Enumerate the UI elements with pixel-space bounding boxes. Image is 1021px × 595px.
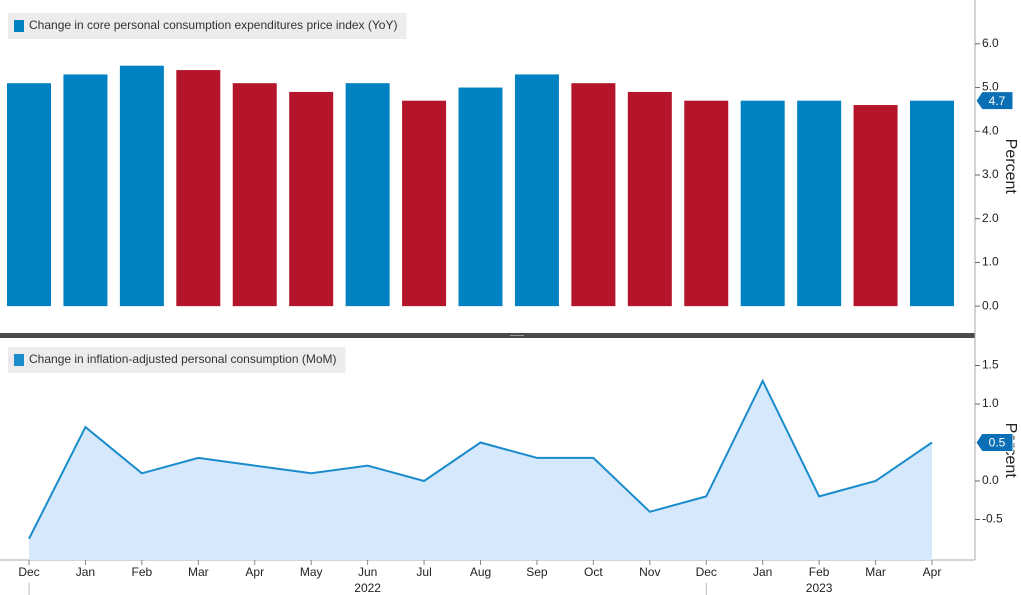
y-tick-label: 0.0 xyxy=(982,473,999,487)
x-tick-label: Jan xyxy=(753,565,772,579)
x-tick-label: Aug xyxy=(470,565,491,579)
x-tick-label: Oct xyxy=(584,565,603,579)
y-tick-label: 1.0 xyxy=(982,255,999,269)
bar xyxy=(514,74,559,307)
area xyxy=(29,380,932,560)
x-tick-label: Dec xyxy=(696,565,717,579)
bar xyxy=(232,83,277,307)
x-tick-label: Jun xyxy=(358,565,377,579)
y-tick-label: 6.0 xyxy=(982,36,999,50)
bar xyxy=(402,100,447,307)
legend-swatch xyxy=(14,20,24,32)
legend-label: Change in core personal consumption expe… xyxy=(29,18,397,32)
bar xyxy=(910,100,954,307)
x-tick-label: Sep xyxy=(526,565,548,579)
bar xyxy=(119,65,164,307)
y-tick-label: 5.0 xyxy=(982,80,999,94)
legend-swatch xyxy=(14,354,24,366)
x-tick-label: Feb xyxy=(809,565,830,579)
year-label: 2023 xyxy=(806,581,833,595)
x-tick-label: Apr xyxy=(245,565,264,579)
bar xyxy=(7,83,51,307)
bar xyxy=(853,105,898,307)
bar xyxy=(684,100,729,307)
last-value-label: 4.7 xyxy=(989,94,1006,108)
x-tick-label: May xyxy=(300,565,323,579)
x-tick-label: Mar xyxy=(865,565,886,579)
x-tick-label: Dec xyxy=(18,565,39,579)
line xyxy=(28,378,933,540)
y-tick-label: 2.0 xyxy=(982,211,999,225)
y-axis-title: Percent xyxy=(1002,139,1019,195)
bar xyxy=(176,70,221,307)
legend-box xyxy=(8,13,407,39)
last-value-label: 0.5 xyxy=(989,436,1006,450)
y-tick-label: -0.5 xyxy=(982,512,1003,526)
x-tick-label: Nov xyxy=(639,565,660,579)
bar xyxy=(63,74,108,307)
bar xyxy=(571,83,616,307)
legend-label: Change in inflation-adjusted personal co… xyxy=(29,352,337,366)
y-tick-label: 3.0 xyxy=(982,167,999,181)
y-tick-label: 0.0 xyxy=(982,298,999,312)
x-tick-label: Feb xyxy=(132,565,153,579)
bar xyxy=(345,83,390,307)
last-value-tag xyxy=(975,91,1014,111)
x-tick-label: Jul xyxy=(416,565,431,579)
y-tick-label: 4.0 xyxy=(982,123,999,137)
y-tick-label: 1.5 xyxy=(982,358,999,372)
year-label: 2022 xyxy=(354,581,381,595)
y-tick-label: 1.0 xyxy=(982,396,999,410)
x-tick-label: Jan xyxy=(76,565,95,579)
bar xyxy=(627,91,672,307)
bar xyxy=(740,100,785,307)
x-tick-label: Apr xyxy=(923,565,942,579)
x-tick-label: Mar xyxy=(188,565,209,579)
bar xyxy=(289,91,334,307)
bar xyxy=(458,87,503,307)
last-value-tag xyxy=(975,433,1014,452)
panel-separator xyxy=(0,333,975,338)
bar xyxy=(797,100,842,307)
legend-box xyxy=(8,347,346,373)
